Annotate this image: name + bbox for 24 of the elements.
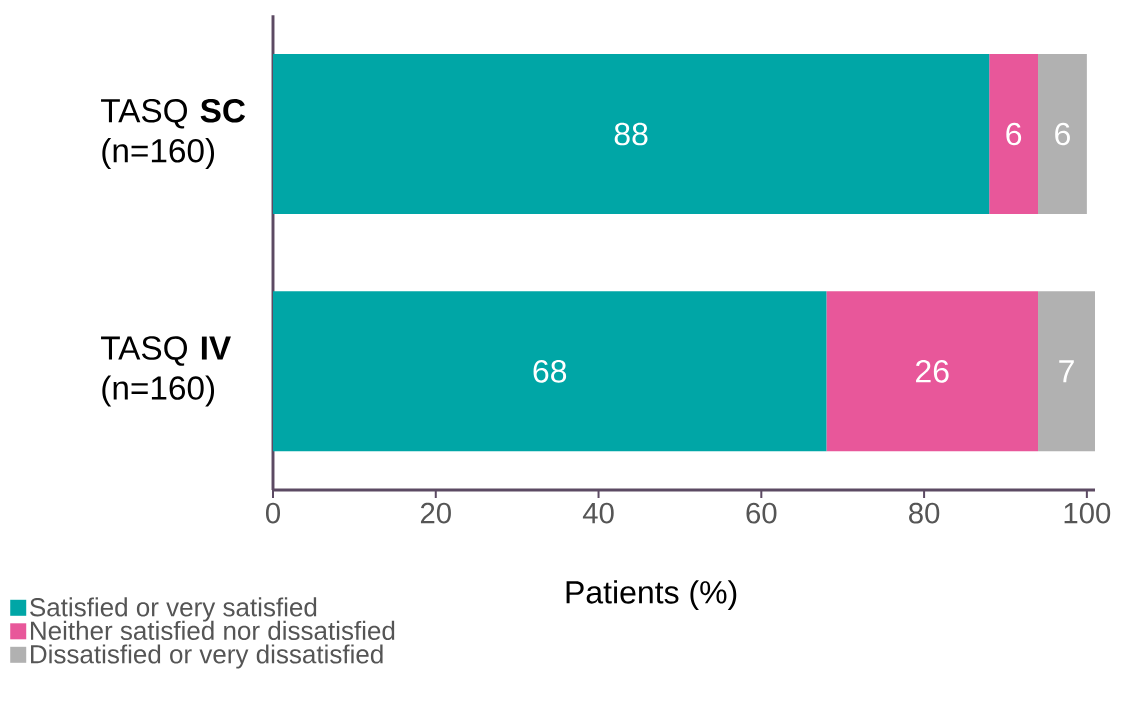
x-axis-title: Patients (%) bbox=[566, 580, 737, 610]
data-label: 6 bbox=[1055, 122, 1070, 146]
y-tick-label: TASQ IV (n=160) bbox=[101, 336, 231, 407]
bar bbox=[273, 291, 827, 452]
x-tick-label: 80 bbox=[909, 502, 940, 524]
x-tick-label: 60 bbox=[746, 502, 777, 524]
y-tick-label: TASQ SC (n=160) bbox=[101, 98, 246, 170]
bar bbox=[1038, 291, 1095, 452]
data-label: 68 bbox=[533, 360, 567, 383]
data-label: 88 bbox=[614, 122, 648, 146]
legend-label: Dissatisfied or very dissatisfied bbox=[31, 644, 383, 669]
data-label: 7 bbox=[1059, 360, 1074, 383]
data-label: 6 bbox=[1006, 122, 1022, 146]
bar bbox=[1038, 54, 1087, 215]
legend-label: Satisfied or very satisfied bbox=[30, 597, 317, 622]
legend-label: Neither satisfied nor dissatisfied bbox=[31, 620, 395, 640]
bar bbox=[826, 291, 1039, 452]
data-label: 26 bbox=[916, 360, 949, 383]
x-tick-label: 40 bbox=[582, 502, 614, 524]
bar bbox=[989, 54, 1039, 215]
x-tick-label: 0 bbox=[265, 502, 280, 524]
bar bbox=[273, 54, 990, 215]
x-tick-label: 20 bbox=[420, 502, 451, 524]
x-tick-label: 100 bbox=[1064, 502, 1111, 524]
